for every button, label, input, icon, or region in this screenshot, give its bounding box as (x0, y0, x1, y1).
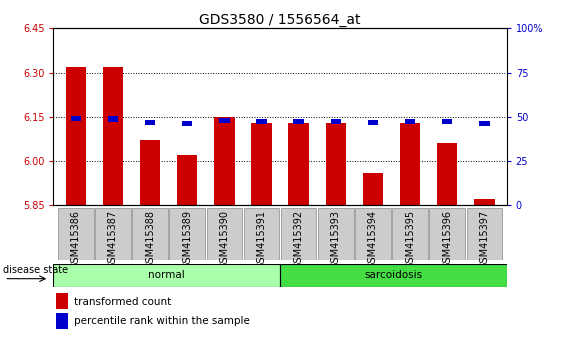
FancyBboxPatch shape (318, 207, 354, 260)
Bar (53, 264, 280, 287)
Text: GSM415397: GSM415397 (480, 210, 489, 269)
Bar (65, 67, 86, 205)
Bar (251, 123, 272, 205)
FancyBboxPatch shape (430, 207, 465, 260)
Bar (405, 119, 415, 124)
Bar (400, 123, 421, 205)
FancyBboxPatch shape (281, 207, 316, 260)
FancyBboxPatch shape (207, 207, 242, 260)
Bar (182, 121, 193, 126)
Text: sarcoidosis: sarcoidosis (364, 270, 422, 280)
FancyBboxPatch shape (95, 207, 131, 260)
Bar (145, 120, 155, 125)
Bar (56, 293, 69, 309)
Text: GSM415394: GSM415394 (368, 210, 378, 269)
Bar (442, 119, 453, 125)
Bar (368, 120, 378, 125)
FancyBboxPatch shape (355, 207, 391, 260)
FancyBboxPatch shape (392, 207, 428, 260)
Bar (256, 119, 267, 125)
Bar (325, 123, 346, 205)
FancyBboxPatch shape (58, 207, 93, 260)
Bar (214, 117, 235, 205)
Bar (219, 118, 230, 123)
Bar (280, 264, 507, 287)
Bar (437, 143, 458, 205)
Bar (108, 116, 118, 121)
Text: GSM415392: GSM415392 (294, 210, 303, 269)
Text: disease state: disease state (3, 265, 68, 275)
Text: GSM415388: GSM415388 (145, 210, 155, 269)
Text: GSM415396: GSM415396 (443, 210, 452, 269)
Text: transformed count: transformed count (74, 297, 171, 307)
FancyBboxPatch shape (132, 207, 168, 260)
Bar (177, 155, 198, 205)
Bar (140, 141, 160, 205)
FancyBboxPatch shape (169, 207, 205, 260)
Text: GSM415390: GSM415390 (220, 210, 229, 269)
Bar (293, 119, 304, 125)
Text: GSM415386: GSM415386 (71, 210, 81, 269)
Text: GSM415393: GSM415393 (331, 210, 341, 269)
Title: GDS3580 / 1556564_at: GDS3580 / 1556564_at (199, 13, 361, 27)
Bar (288, 123, 309, 205)
FancyBboxPatch shape (244, 207, 279, 260)
Text: GSM415389: GSM415389 (182, 210, 192, 269)
Bar (330, 119, 341, 124)
Bar (56, 313, 69, 329)
FancyBboxPatch shape (467, 207, 502, 260)
Bar (474, 199, 495, 205)
Text: normal: normal (149, 270, 185, 280)
Bar (479, 121, 490, 126)
Text: GSM415391: GSM415391 (257, 210, 266, 269)
Text: GSM415387: GSM415387 (108, 210, 118, 269)
Text: GSM415395: GSM415395 (405, 210, 415, 269)
Bar (363, 173, 383, 205)
Text: percentile rank within the sample: percentile rank within the sample (74, 316, 250, 326)
Bar (70, 116, 81, 121)
Bar (102, 67, 123, 205)
